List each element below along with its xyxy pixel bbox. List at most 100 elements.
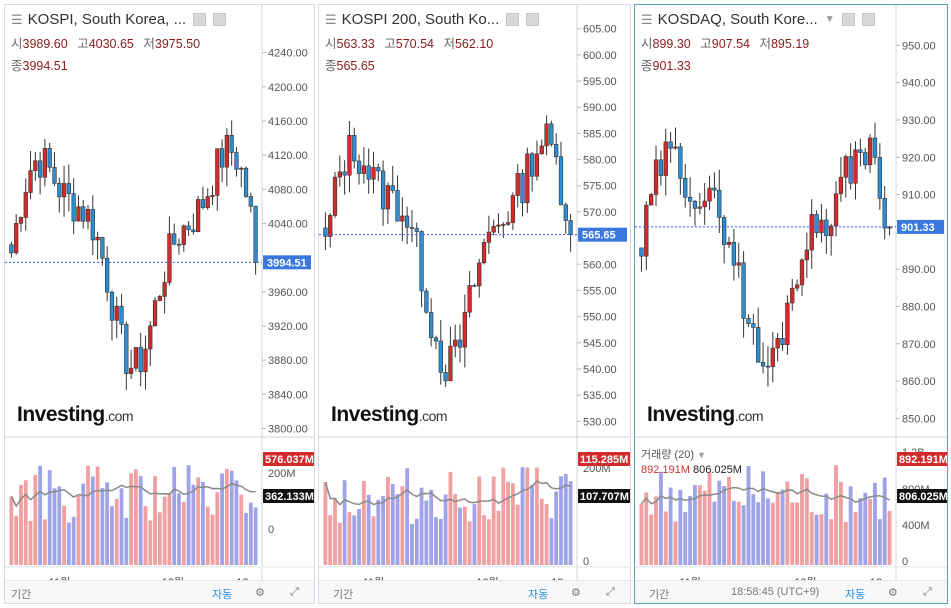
expand-icon[interactable]: ⤢	[290, 586, 299, 598]
last-price-value: 3994.51	[267, 257, 307, 269]
candle	[544, 123, 549, 147]
volume-bar	[201, 481, 205, 565]
y-tick-label: 950.00	[902, 40, 936, 52]
symbol-title[interactable]: KOSDAQ, South Kore...	[657, 11, 818, 28]
close-icon[interactable]	[861, 13, 875, 26]
gear-icon[interactable]: ⚙	[255, 587, 265, 599]
candle	[157, 296, 162, 301]
low-value: 562.10	[454, 37, 494, 51]
candle	[838, 176, 844, 195]
period-label[interactable]: 기간	[649, 589, 670, 601]
chevron-down-icon[interactable]: ▼	[697, 450, 706, 460]
expand-icon[interactable]: ⤢	[606, 586, 615, 598]
candle	[85, 209, 91, 222]
volume-bar	[863, 492, 868, 565]
volume-bar	[843, 521, 848, 565]
chart-panel-kospi200[interactable]: 605.00 600.00 595.00 590.00 585.00 580.00 575.…	[318, 4, 631, 604]
candle	[109, 291, 115, 321]
price-chart[interactable]: 605.00 600.00 595.00 590.00 585.00 580.00 575.…	[319, 5, 631, 604]
menu-icon[interactable]: ☰	[325, 11, 337, 27]
volume-bar	[253, 507, 258, 565]
volume-ma-line	[324, 480, 571, 506]
auto-scale-button[interactable]: 자동	[528, 589, 549, 601]
chart-panel-kospi[interactable]: 4240.00 4200.00 4160.00 4120.00 4080.00 4040.…	[4, 4, 315, 604]
volume-bar	[673, 521, 678, 565]
y-tick-label: 940.00	[902, 78, 936, 90]
expand-icon[interactable]: ⤢	[923, 586, 932, 598]
gear-icon[interactable]: ⚙	[888, 587, 898, 599]
volume-bar	[770, 502, 775, 565]
y-tick-label: 3840.00	[268, 389, 308, 401]
candle	[549, 123, 554, 145]
volume-indicator-label[interactable]: 거래량 (20) ▼	[641, 446, 706, 462]
volume-bar	[848, 486, 853, 565]
settings-icon[interactable]	[506, 13, 520, 26]
volume-bar	[177, 493, 181, 565]
volume-bar	[697, 485, 702, 565]
volume-bar	[824, 493, 829, 565]
volume-bar	[746, 465, 751, 565]
y-tick-label: 540.00	[583, 364, 617, 376]
last-price-tag	[578, 227, 627, 242]
menu-icon[interactable]: ☰	[11, 11, 23, 27]
volume-bar	[496, 510, 501, 565]
candle	[814, 214, 819, 233]
symbol-title[interactable]: KOSPI, South Korea, ...	[27, 11, 187, 28]
candle	[414, 228, 419, 232]
volume-bar	[47, 470, 52, 565]
volume-values: 892.191M 806.025M	[641, 464, 742, 476]
volume-bar	[323, 481, 328, 565]
last-price-value: 901.33	[901, 222, 935, 234]
candle	[644, 204, 649, 257]
gear-icon[interactable]: ⚙	[571, 587, 581, 599]
period-label[interactable]: 기간	[11, 589, 32, 601]
candle	[361, 165, 366, 174]
candle	[114, 305, 119, 321]
price-chart[interactable]: 950.00 940.00 930.00 920.00 910.00 890.00 880.…	[635, 5, 948, 604]
volume-bar	[491, 476, 496, 565]
candle	[673, 146, 678, 149]
volume-bar	[119, 488, 124, 565]
chart-panel-kosdaq[interactable]: 950.00 940.00 930.00 920.00 910.00 890.00 880.…	[634, 4, 948, 604]
volume-bar	[668, 487, 673, 565]
y-tick-label: 580.00	[583, 155, 617, 167]
volume-bar	[644, 492, 649, 565]
volume-bar	[43, 519, 47, 565]
price-chart[interactable]: 4240.00 4200.00 4160.00 4120.00 4080.00 4040.…	[5, 5, 315, 604]
volume-tag-ma-value: 362.133M	[265, 491, 314, 503]
volume-bar	[868, 498, 873, 565]
volume-bar	[134, 469, 138, 565]
volume-bar	[819, 514, 824, 565]
chevron-down-icon[interactable]: ▼	[824, 14, 835, 25]
volume-bar	[741, 505, 746, 565]
brand-text: Investing	[331, 403, 419, 426]
volume-bar	[520, 467, 525, 565]
settings-icon[interactable]	[193, 13, 207, 26]
volume-bar	[100, 488, 105, 565]
candle	[741, 262, 746, 319]
y-tick-label: 585.00	[583, 128, 617, 140]
volume-bar	[515, 504, 520, 565]
symbol-title[interactable]: KOSPI 200, South Ko...	[341, 11, 500, 28]
candle	[14, 223, 19, 254]
volume-bar	[727, 476, 731, 565]
candle	[712, 187, 717, 191]
period-label[interactable]: 기간	[333, 589, 354, 601]
volume-tag-current	[897, 452, 947, 466]
settings-icon[interactable]	[841, 13, 855, 26]
candle	[143, 348, 148, 373]
candle	[28, 170, 33, 193]
volume-bar	[434, 517, 438, 565]
auto-scale-button[interactable]: 자동	[845, 589, 866, 601]
candle	[770, 347, 775, 367]
close-icon[interactable]	[526, 13, 540, 26]
volume-bar	[405, 468, 410, 565]
volume-bar	[688, 496, 693, 565]
candle	[61, 183, 67, 198]
menu-icon[interactable]: ☰	[641, 11, 653, 27]
close-icon[interactable]	[213, 13, 227, 26]
high-label: 고	[700, 37, 712, 51]
auto-scale-button[interactable]: 자동	[212, 589, 233, 601]
candle	[100, 236, 105, 259]
volume-bar	[795, 502, 800, 565]
